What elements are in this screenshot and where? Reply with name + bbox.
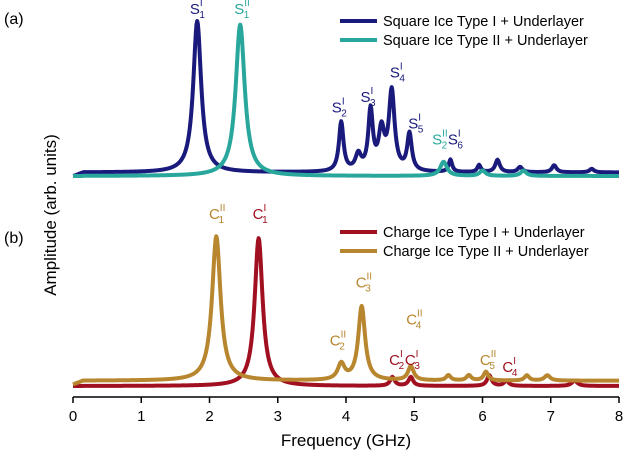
peak-label: CII: [480, 349, 496, 369]
peak-label: CII: [209, 203, 225, 223]
peak-label-subscript: 4: [399, 73, 405, 84]
x-tick-label: 5: [410, 408, 418, 425]
panel-a-label: (a): [4, 11, 24, 28]
peak-label-subscript: 4: [416, 320, 422, 331]
peak-label-subscript: 6: [457, 140, 463, 151]
peak-label: SI: [448, 128, 461, 148]
peak-label-subscript: 1: [244, 10, 250, 21]
legend-panel-a: Square Ice Type I + Underlayer Square Ic…: [340, 14, 588, 49]
x-tick-label: 0: [69, 408, 77, 425]
legend-a-entry-0: Square Ice Type I + Underlayer: [383, 14, 584, 30]
peak-label-subscript: 3: [365, 283, 371, 294]
series-line-a-1: [71, 22, 621, 178]
x-tick-label: 7: [547, 408, 555, 425]
peak-label: SI: [332, 97, 345, 117]
series-line-a-0: [71, 19, 621, 178]
series-line-b-1: [71, 234, 621, 387]
peak-label-subscript: 1: [262, 215, 268, 226]
peak-label: SI: [360, 86, 373, 106]
peak-label-subscript: 2: [341, 109, 347, 120]
peak-label-subscript: 3: [370, 98, 376, 109]
x-axis-label: Frequency (GHz): [281, 431, 411, 450]
peak-label: SII: [234, 0, 250, 18]
panel-b-label: (b): [4, 230, 24, 247]
peak-label: CI: [389, 349, 403, 369]
series-layer: [71, 19, 621, 388]
x-tick-label: 2: [205, 408, 213, 425]
peak-label: CII: [356, 271, 372, 291]
x-tick-label: 3: [274, 408, 282, 425]
peak-label-subscript: 5: [418, 124, 424, 135]
peak-label: CII: [406, 308, 422, 328]
peak-label: SI: [190, 0, 203, 18]
legend-panel-b: Charge Ice Type I + Underlayer Charge Ic…: [340, 225, 589, 260]
peak-label: CII: [330, 330, 346, 350]
peak-label-subscript: 4: [512, 368, 518, 379]
peak-label: CI: [253, 203, 267, 223]
y-axis-label: Amplitude (arb. units): [41, 134, 60, 296]
peak-label: SI: [408, 112, 421, 132]
legend-a-entry-1: Square Ice Type II + Underlayer: [383, 33, 588, 49]
x-tick-label: 8: [615, 408, 623, 425]
x-tick-label: 4: [342, 408, 350, 425]
peak-label: SII: [432, 128, 448, 148]
series-line-b-0: [71, 236, 621, 388]
peak-label-subscript: 2: [339, 342, 345, 353]
peak-label-subscript: 2: [399, 361, 405, 372]
peak-label: CI: [405, 349, 419, 369]
peak-label-subscript: 2: [442, 140, 448, 151]
x-tick-label: 6: [478, 408, 486, 425]
peak-label-subscript: 1: [199, 10, 205, 21]
peak-label: CI: [502, 356, 516, 376]
x-ticks: 0 1 2 3 4 5 6 7 8: [69, 397, 623, 425]
peak-label-subscript: 3: [414, 361, 420, 372]
peak-label: SI: [390, 61, 403, 81]
legend-b-entry-1: Charge Ice Type II + Underlayer: [383, 244, 589, 260]
peak-label-subscript: 5: [489, 361, 495, 372]
peak-label-subscript: 1: [218, 215, 224, 226]
x-tick-label: 1: [137, 408, 145, 425]
legend-b-entry-0: Charge Ice Type I + Underlayer: [383, 225, 585, 241]
